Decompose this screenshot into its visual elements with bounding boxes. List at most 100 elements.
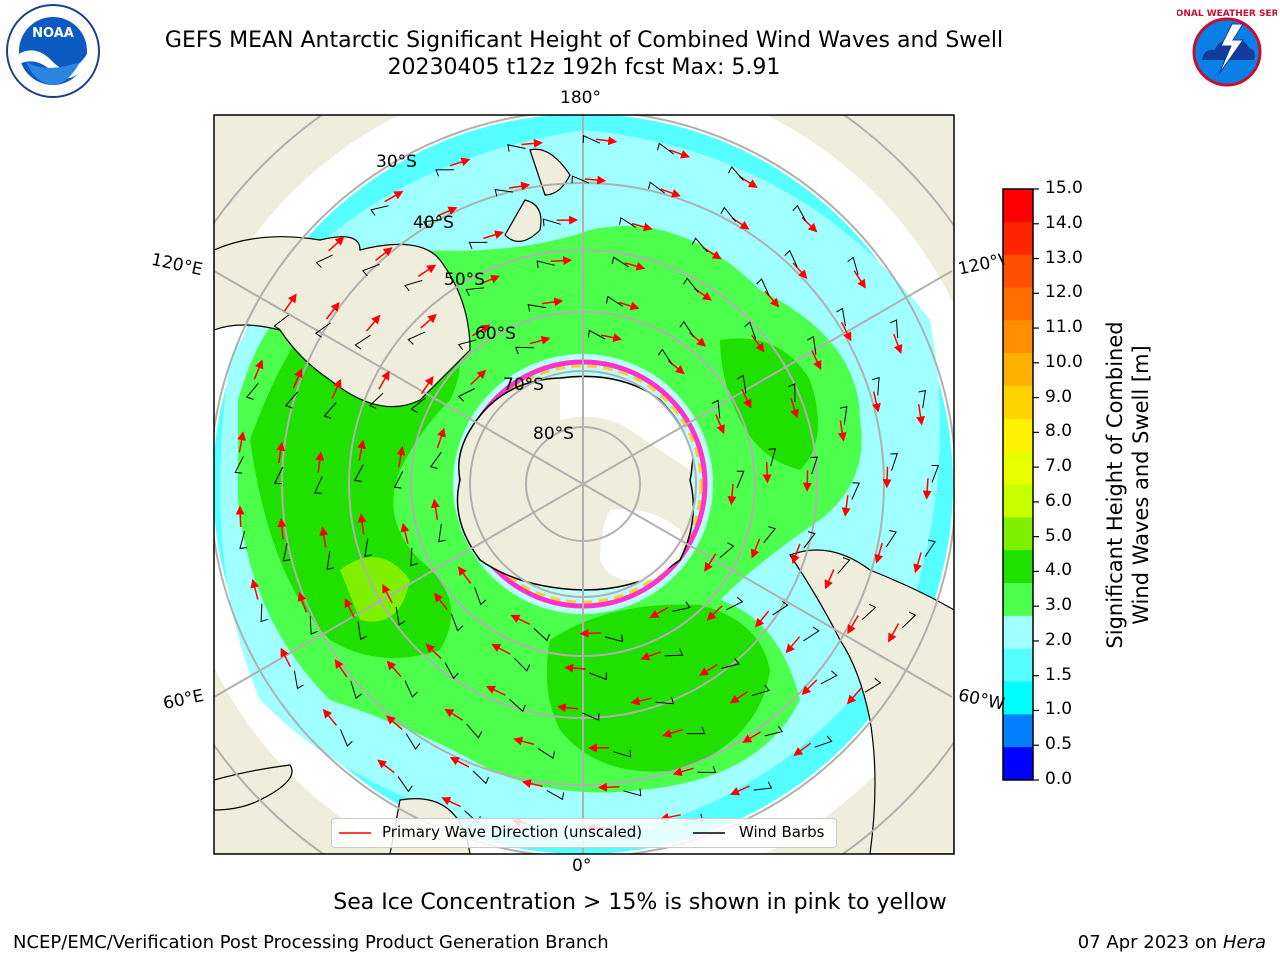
wave-direction-arrow	[764, 290, 780, 308]
lat-label-70s: 70°S	[503, 375, 544, 395]
wave-direction-arrow	[699, 663, 718, 676]
wind-barb	[444, 662, 459, 680]
wave-direction-arrow	[331, 378, 342, 399]
wave-direction-arrow	[618, 301, 640, 311]
wave-direction-arrow	[436, 427, 446, 449]
wave-direction-arrow	[529, 335, 551, 345]
wind-barb	[527, 304, 547, 312]
sea-ice-note: Sea Ice Concentration > 15% is shown in …	[333, 890, 947, 915]
colorbar-tick-label: 15.0	[1045, 178, 1083, 198]
wave-direction-arrow	[669, 149, 691, 159]
wind-barb	[807, 335, 817, 355]
wind-barb	[273, 314, 289, 331]
wind-barb	[803, 531, 816, 549]
wave-direction-arrow	[882, 466, 892, 489]
colorbar-segment	[1003, 221, 1033, 256]
wind-barb	[546, 789, 565, 801]
wind-barb	[820, 670, 838, 685]
wind-barb	[239, 530, 248, 549]
new-zealand-land	[504, 148, 571, 242]
wind-barb	[423, 219, 442, 229]
wind-barb	[605, 295, 624, 307]
wind-barb	[751, 684, 770, 697]
wind-barb	[537, 747, 555, 760]
wave-direction-arrow	[378, 370, 390, 390]
wind-barb	[542, 218, 561, 227]
wind-barb	[763, 526, 776, 544]
wind-barb	[274, 466, 284, 485]
wave-direction-arrow	[365, 314, 381, 332]
wave-direction-arrow	[322, 708, 338, 726]
wave-direction-arrow	[916, 404, 925, 426]
wind-barb	[587, 329, 606, 340]
wind-barb	[368, 392, 384, 410]
wave-direction-arrow	[600, 333, 623, 343]
wave-direction-arrow	[250, 578, 260, 600]
wind-barb	[407, 331, 425, 345]
wind-barb	[728, 166, 744, 181]
wave-direction-arrow	[483, 230, 504, 240]
wind-barb	[582, 135, 601, 144]
wind-barb	[885, 530, 897, 548]
wind-barb	[604, 634, 624, 643]
wave-direction-arrow	[579, 628, 602, 638]
wave-direction-arrow	[491, 643, 511, 655]
nws-logo-text: NATIONAL WEATHER SERVICE	[1177, 9, 1277, 19]
wave-direction-arrow	[550, 256, 573, 266]
wind-barb	[623, 788, 642, 797]
footer-machine: Hera	[1222, 932, 1266, 953]
colorbar-segment	[1003, 484, 1033, 518]
wave-direction-arrow	[741, 388, 752, 409]
wind-barb	[657, 142, 675, 155]
wave-direction-arrow	[785, 636, 801, 654]
wind-barb	[683, 277, 699, 293]
wind-barb	[536, 260, 555, 269]
wind-barb	[864, 678, 882, 693]
colorbar-label: Significant Height of Combined Wind Wave…	[1102, 321, 1154, 648]
wave-direction-arrow	[237, 431, 247, 453]
wind-barb	[847, 256, 859, 275]
colorbar-segment	[1003, 320, 1033, 354]
wind-barb	[404, 279, 423, 292]
wind-barb	[792, 204, 807, 222]
wind-barb	[457, 388, 475, 402]
wind-barb	[472, 770, 490, 785]
colorbar-label-line-1: Significant Height of Combined	[1103, 321, 1127, 649]
wave-direction-arrow	[824, 569, 835, 590]
colorbar-tick-label: 14.0	[1045, 212, 1083, 233]
wave-direction-arrow	[564, 663, 586, 673]
wind-barb	[691, 237, 708, 253]
wind-barb	[245, 382, 259, 400]
wind-barb	[397, 776, 413, 793]
wave-direction-arrow	[801, 679, 818, 696]
wave-direction-arrow	[513, 736, 535, 746]
wave-direction-arrow	[325, 302, 340, 320]
wave-direction-arrow	[715, 414, 725, 435]
wind-barb	[465, 287, 485, 297]
wind-barb	[314, 476, 323, 494]
wave-direction-arrow	[922, 478, 932, 500]
wave-direction-arrow	[280, 647, 292, 668]
wave-direction-arrow	[375, 247, 393, 261]
colorbar-tick-label: 11.0	[1045, 317, 1083, 338]
wave-direction-arrow	[640, 651, 661, 661]
wind-barb	[725, 596, 744, 611]
wave-direction-arrow	[631, 222, 653, 232]
wave-direction-arrow	[790, 397, 800, 419]
wind-barb	[468, 241, 488, 250]
wind-barb	[589, 672, 607, 681]
wave-direction-arrow	[521, 138, 543, 148]
wind-barb	[370, 205, 389, 216]
nws-logo: NATIONAL WEATHER SERVICE	[1177, 4, 1277, 100]
wave-direction-arrow	[913, 552, 922, 574]
lat-label-80s: 80°S	[533, 424, 574, 444]
wave-direction-arrow	[649, 606, 669, 619]
wave-direction-arrow	[400, 522, 410, 544]
wave-direction-arrow	[420, 313, 437, 329]
wave-direction-arrow	[319, 526, 329, 548]
lat-label-30s: 30°S	[376, 152, 417, 172]
wind-barb	[357, 621, 367, 641]
wave-direction-arrow	[874, 542, 884, 564]
colorbar-segment	[1003, 254, 1033, 288]
wind-barb	[764, 725, 784, 737]
